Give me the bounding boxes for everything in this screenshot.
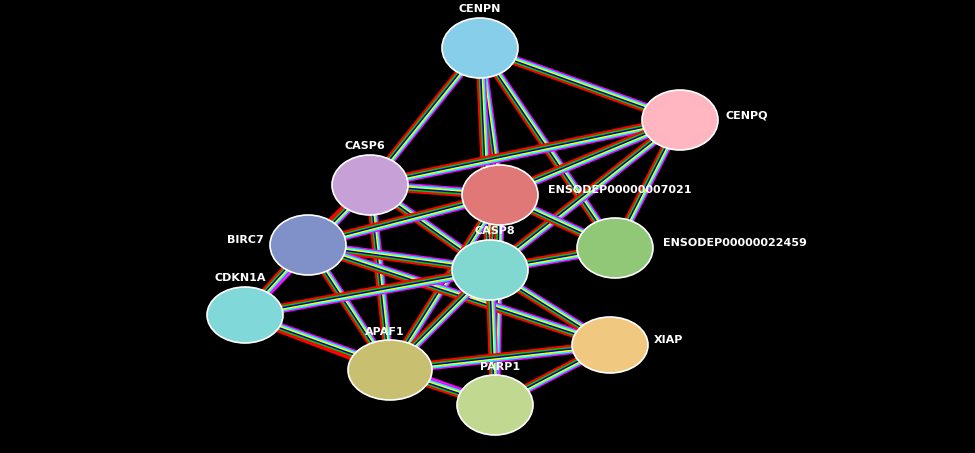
Text: ENSODEP00000022459: ENSODEP00000022459 [663,238,807,248]
Ellipse shape [457,375,533,435]
Text: BIRC7: BIRC7 [227,235,264,245]
Ellipse shape [577,218,653,278]
Ellipse shape [332,155,408,215]
Ellipse shape [572,317,648,373]
Ellipse shape [462,165,538,225]
Text: CASP6: CASP6 [344,141,385,151]
Text: XIAP: XIAP [654,335,683,345]
Text: CENPQ: CENPQ [725,110,767,120]
Text: CDKN1A: CDKN1A [214,273,266,283]
Ellipse shape [442,18,518,78]
Ellipse shape [452,240,528,300]
Text: CASP8: CASP8 [475,226,516,236]
Text: PARP1: PARP1 [480,362,520,372]
Ellipse shape [270,215,346,275]
Text: ENSODEP00000007021: ENSODEP00000007021 [548,185,691,195]
Ellipse shape [642,90,718,150]
Ellipse shape [348,340,432,400]
Text: CENPN: CENPN [459,4,501,14]
Ellipse shape [207,287,283,343]
Text: APAF1: APAF1 [366,327,405,337]
